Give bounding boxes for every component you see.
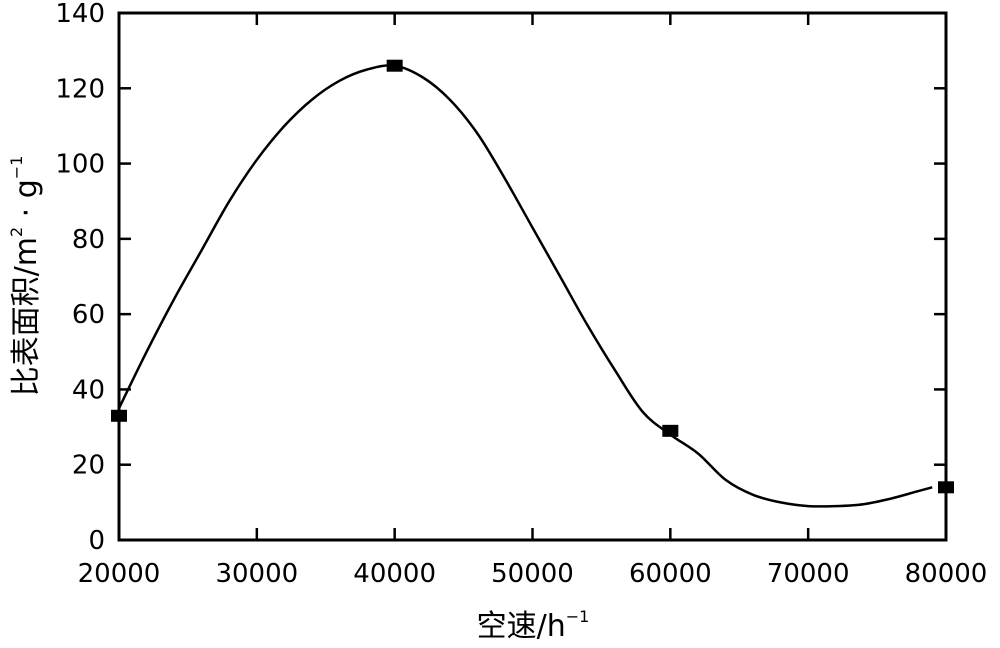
y-tick-label: 60 [72, 300, 105, 330]
data-point-marker [662, 424, 679, 437]
y-axis-ticks: 0 20 40 60 80 100 120 140 [55, 0, 946, 556]
y-axis-label-sup1: 2 [7, 227, 26, 237]
x-tick-label: 30000 [215, 559, 298, 589]
y-tick-label: 140 [55, 0, 105, 29]
x-tick-label: 50000 [491, 559, 574, 589]
x-tick-label: 40000 [353, 559, 436, 589]
x-tick-label: 60000 [629, 559, 712, 589]
y-axis-label-text: 比表面积/m [9, 237, 44, 396]
y-tick-label: 40 [72, 375, 105, 405]
y-tick-label: 100 [55, 150, 105, 180]
data-point-marker [111, 409, 127, 422]
y-axis-label-sup2: −1 [7, 156, 26, 180]
data-point-marker [386, 59, 403, 72]
y-axis-label-middle: · g [9, 179, 44, 227]
plot-frame [117, 11, 948, 542]
x-axis-label-text: 空速/h [477, 609, 566, 644]
y-axis-label: 比表面积/m2 · g−1 [7, 156, 44, 397]
x-axis-label: 空速/h−1 [477, 607, 590, 644]
x-axis-label-sup: −1 [566, 607, 590, 626]
y-tick-label: 0 [88, 526, 105, 556]
data-point-marker [938, 481, 954, 494]
x-tick-label: 20000 [78, 559, 161, 589]
y-tick-label: 120 [55, 74, 105, 104]
series-line [117, 64, 933, 508]
x-tick-label: 70000 [767, 559, 850, 589]
y-tick-label: 20 [72, 451, 105, 481]
x-tick-label: 80000 [905, 559, 988, 589]
data-markers [111, 59, 954, 494]
x-axis-ticks: 20000 30000 40000 50000 60000 70000 80000 [78, 13, 988, 589]
series [117, 64, 933, 508]
y-tick-label: 80 [72, 225, 105, 255]
